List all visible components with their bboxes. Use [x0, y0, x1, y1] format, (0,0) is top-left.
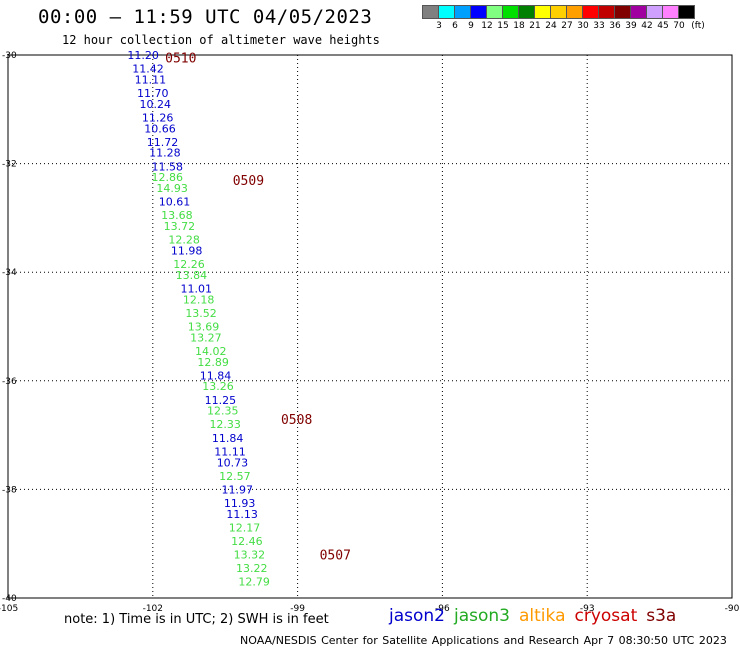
wave-height-reading: 11.84	[200, 369, 232, 382]
color-scale-label: 39	[625, 21, 637, 31]
wave-height-reading: 14.93	[156, 182, 188, 195]
color-scale-unit: (ft)	[691, 21, 705, 31]
wave-height-reading: 12.28	[168, 234, 200, 247]
wave-height-reading: 12.79	[238, 576, 270, 589]
date-marker: 0509	[233, 174, 264, 189]
longitude-tick-label: -96	[435, 604, 450, 614]
longitude-tick-label: -102	[143, 604, 163, 614]
longitude-tick-label: -99	[290, 604, 305, 614]
wave-height-reading: 11.11	[135, 73, 167, 86]
wave-height-reading: 10.61	[159, 196, 191, 209]
wave-height-reading: 13.32	[234, 549, 266, 562]
wave-height-reading: 11.93	[224, 497, 256, 510]
wave-height-reading: 11.11	[214, 445, 246, 458]
color-scale-label: 6	[452, 21, 458, 31]
wave-height-reading: 11.58	[152, 160, 184, 173]
color-scale-label: 45	[657, 21, 669, 31]
color-scale-label: 15	[497, 21, 509, 31]
satellite-legend-item: s3a	[646, 606, 677, 626]
color-scale-swatch	[678, 5, 695, 19]
wave-height-reading: 13.26	[202, 380, 234, 393]
wave-height-reading: 12.86	[152, 171, 184, 184]
color-scale-labels: 3 6 9 12 15 18 21 24 27 30 33 36 39 42 45 70 (ft)	[422, 19, 705, 31]
date-marker: 0507	[320, 549, 351, 564]
longitude-tick-label: -90	[725, 604, 740, 614]
color-scale-label: 36	[609, 21, 621, 31]
latitude-tick-label: -32	[2, 160, 17, 170]
map-subtitle: 12 hour collection of altimeter wave hei…	[62, 33, 380, 47]
wave-height-reading: 10.66	[144, 122, 176, 135]
color-scale-label: 24	[545, 21, 557, 31]
wave-height-reading: 11.72	[147, 136, 179, 149]
wave-height-reading: 12.26	[173, 258, 205, 271]
wave-height-reading: 11.20	[127, 49, 159, 62]
wave-height-reading: 12.33	[209, 418, 241, 431]
wave-height-color-scale: 3 6 9 12 15 18 21 24 27 30 33 36 39 42 45 70 (ft)	[422, 5, 705, 31]
wave-height-reading: 11.13	[226, 508, 258, 521]
wave-height-reading: 13.27	[190, 331, 222, 344]
units-note: note: 1) Time is in UTC; 2) SWH is in fe…	[64, 612, 329, 627]
satellite-legend: jason2 jason3 altika cryosat s3a	[389, 606, 676, 626]
wave-height-reading: 11.25	[205, 394, 237, 407]
wave-height-reading: 11.01	[180, 282, 212, 295]
wave-height-reading: 11.84	[212, 432, 244, 445]
page-title: 00:00 – 11:59 UTC 04/05/2023	[38, 6, 373, 28]
satellite-legend-item: jason2	[389, 606, 445, 626]
latitude-tick-label: -30	[2, 51, 17, 61]
wave-height-reading: 11.98	[171, 244, 203, 257]
wave-height-reading: 12.89	[197, 356, 229, 369]
color-scale-label: 12	[481, 21, 493, 31]
latitude-tick-label: -40	[2, 594, 17, 604]
latitude-tick-label: -38	[2, 485, 17, 495]
color-scale-label: 21	[529, 21, 541, 31]
wave-height-reading: 11.42	[132, 63, 164, 76]
color-scale-label: 18	[513, 21, 525, 31]
satellite-legend-item: cryosat	[574, 606, 638, 626]
date-marker: 0510	[165, 52, 196, 67]
wave-height-reading: 12.57	[219, 470, 251, 483]
color-scale-label: 9	[468, 21, 474, 31]
longitude-tick-label: -105	[0, 604, 18, 614]
wave-height-reading: 13.84	[176, 269, 208, 282]
wave-height-reading: 10.73	[217, 456, 249, 469]
wave-height-reading: 13.52	[185, 307, 217, 320]
satellite-legend-item: jason3	[454, 606, 510, 626]
satellite-legend-item: altika	[519, 606, 566, 626]
wave-height-reading: 12.18	[183, 293, 215, 306]
wave-height-reading: 14.02	[195, 345, 227, 358]
latitude-tick-label: -36	[2, 377, 17, 387]
color-scale-label: 42	[641, 21, 653, 31]
color-scale-label: 70	[673, 21, 685, 31]
wave-height-reading: 12.17	[229, 521, 261, 534]
wave-height-reading: 11.70	[137, 87, 169, 100]
wave-height-reading: 13.22	[236, 562, 268, 575]
latitude-tick-label: -34	[2, 268, 17, 278]
color-scale-swatches	[422, 5, 695, 19]
date-marker: 0508	[281, 413, 312, 428]
wave-height-reading: 11.26	[142, 111, 174, 124]
wave-height-reading: 13.68	[161, 209, 193, 222]
map-frame	[7, 54, 733, 599]
color-scale-label: 30	[577, 21, 589, 31]
credit-line: NOAA/NESDIS Center for Satellite Applica…	[240, 634, 727, 647]
wave-height-reading: 11.97	[222, 483, 254, 496]
color-scale-label: 3	[436, 21, 442, 31]
wave-height-reading: 12.35	[207, 405, 239, 418]
color-scale-label: 33	[593, 21, 605, 31]
longitude-tick-label: -93	[580, 604, 595, 614]
wave-height-reading: 10.24	[139, 98, 171, 111]
wave-height-reading: 11.28	[149, 147, 181, 160]
wave-height-reading: 13.69	[188, 321, 220, 334]
color-scale-label: 27	[561, 21, 573, 31]
wave-height-reading: 13.72	[164, 220, 196, 233]
wave-height-reading: 12.46	[231, 535, 263, 548]
